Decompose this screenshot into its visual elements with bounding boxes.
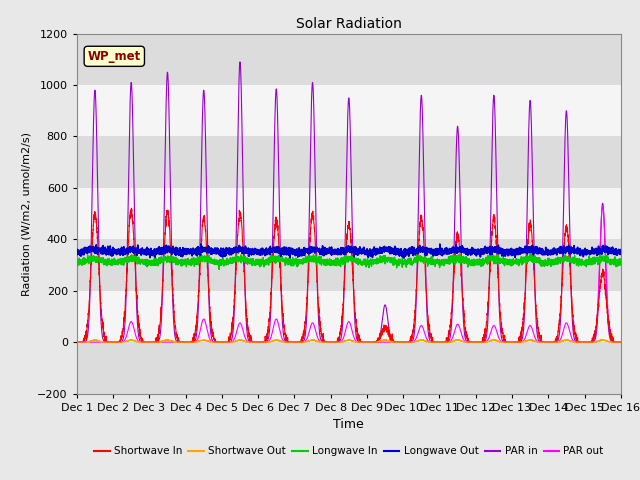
Bar <box>77 342 621 394</box>
Title: Solar Radiation: Solar Radiation <box>296 17 402 31</box>
X-axis label: Time: Time <box>333 418 364 431</box>
Bar <box>77 291 621 342</box>
Bar <box>77 136 621 188</box>
Y-axis label: Radiation (W/m2, umol/m2/s): Radiation (W/m2, umol/m2/s) <box>22 132 32 296</box>
Text: WP_met: WP_met <box>88 50 141 63</box>
Bar <box>77 240 621 291</box>
Bar <box>77 34 621 85</box>
Legend: Shortwave In, Shortwave Out, Longwave In, Longwave Out, PAR in, PAR out: Shortwave In, Shortwave Out, Longwave In… <box>90 442 608 460</box>
Bar <box>77 85 621 136</box>
Bar <box>77 188 621 240</box>
